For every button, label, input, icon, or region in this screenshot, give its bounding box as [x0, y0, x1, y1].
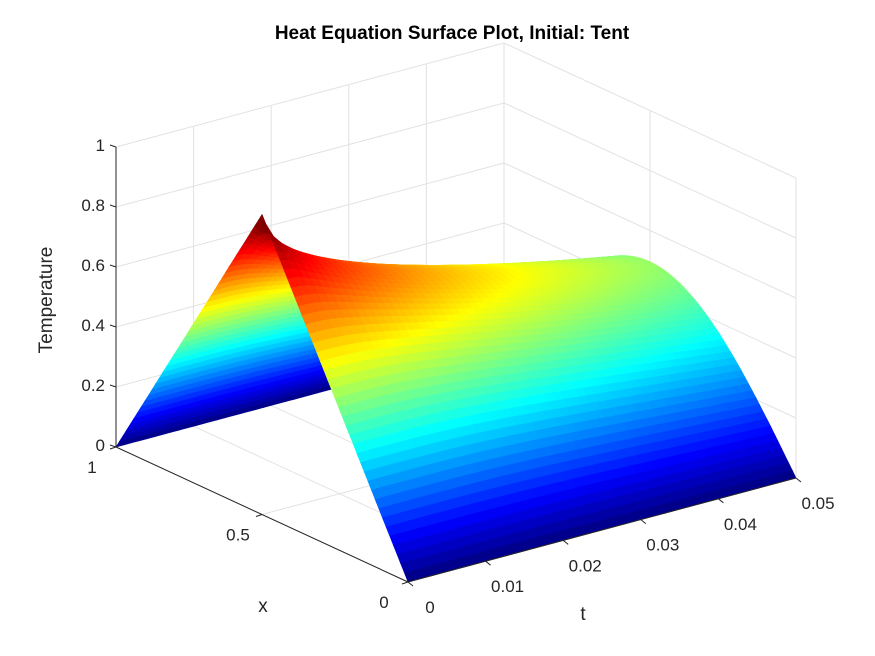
t-tick — [485, 560, 491, 566]
gridline-z-side — [503, 42, 797, 179]
chart-title: Heat Equation Surface Plot, Initial: Ten… — [275, 23, 630, 44]
x-tick-label: 0.5 — [226, 526, 250, 545]
t-tick-label: 0.04 — [724, 515, 757, 534]
t-tick — [718, 498, 724, 504]
x-tick-label: 1 — [87, 458, 96, 477]
x-axis-label: x — [258, 596, 268, 617]
z-tick-label: 0.8 — [81, 196, 105, 215]
z-tick — [109, 264, 117, 268]
t-tick-label: 0.03 — [646, 536, 679, 555]
x-tick — [401, 581, 409, 585]
z-tick — [109, 144, 117, 148]
z-tick-label: 0.4 — [81, 316, 105, 335]
t-tick-label: 0.01 — [491, 577, 524, 596]
x-tick — [109, 446, 117, 450]
z-tick — [109, 444, 117, 448]
z-tick-label: 0.6 — [81, 256, 105, 275]
x-tick — [255, 514, 263, 517]
t-tick — [562, 540, 569, 545]
t-tick — [407, 581, 414, 587]
t-tick-label: 0.02 — [569, 556, 602, 575]
t-tick — [640, 519, 647, 524]
t-tick-label: 0.05 — [801, 494, 834, 513]
x-tick-label: 0 — [379, 593, 388, 612]
heat-surface — [115, 213, 797, 583]
t-tick — [795, 477, 802, 483]
gridline-z-side — [503, 162, 797, 299]
z-axis-label: Temperature — [36, 247, 57, 354]
t-axis-label: t — [580, 604, 586, 625]
z-tick-label: 1 — [96, 136, 105, 155]
z-tick-label: 0.2 — [81, 376, 105, 395]
z-tick — [109, 204, 117, 208]
z-tick — [109, 324, 117, 328]
t-tick-label: 0 — [425, 598, 434, 617]
gridline-z — [115, 102, 505, 208]
gridline-z — [115, 162, 505, 268]
z-tick-label: 0 — [96, 436, 105, 455]
gridline-z — [115, 42, 505, 148]
z-tick — [109, 384, 117, 388]
gridline-z-side — [503, 102, 797, 239]
